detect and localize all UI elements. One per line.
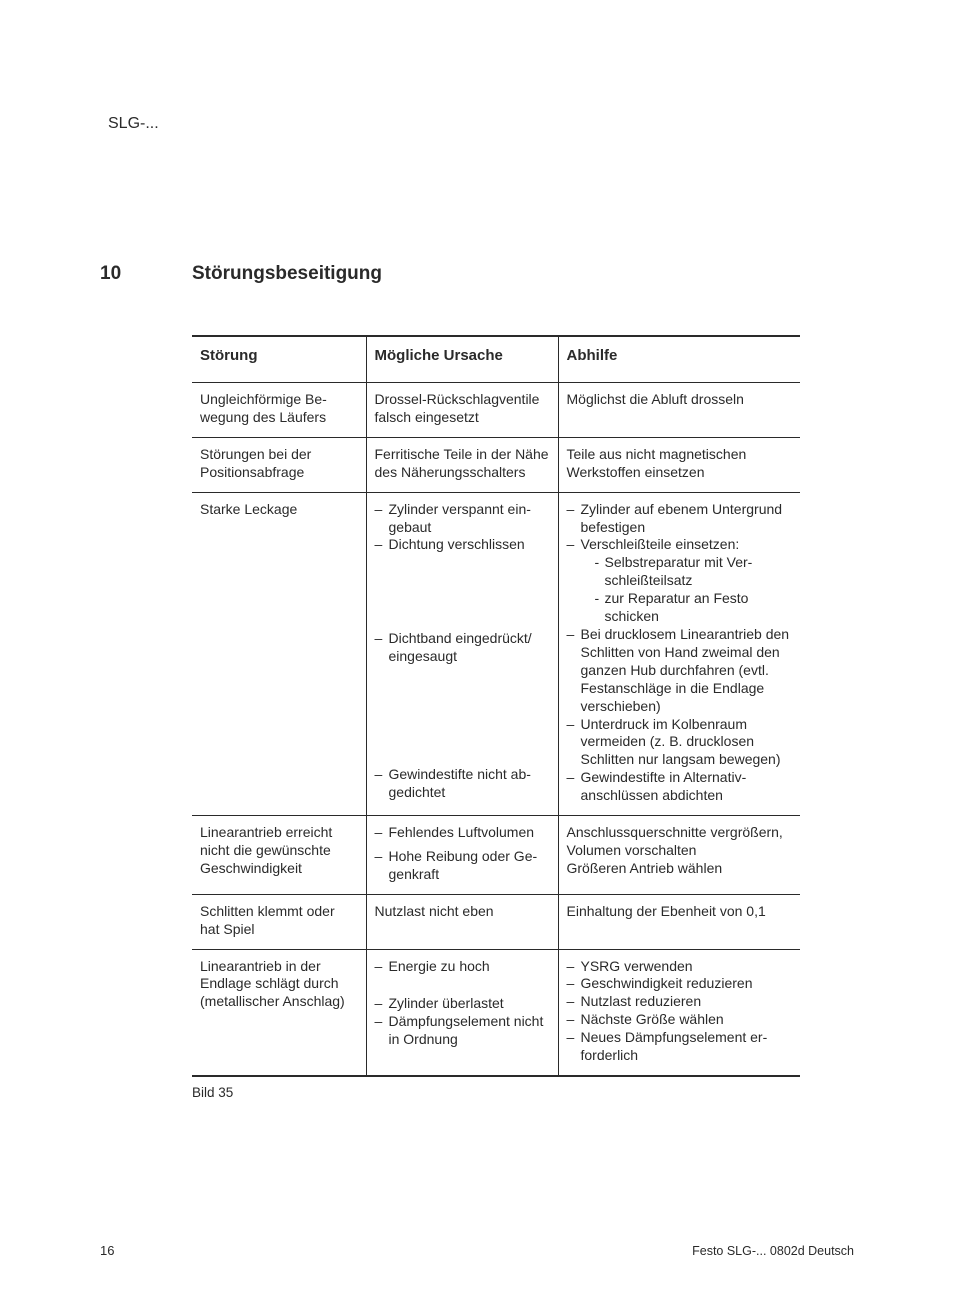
list-item: Zylinder auf ebenem Unter­grund befestig… bbox=[567, 501, 793, 537]
list-item: Nutzlast reduzieren bbox=[567, 993, 793, 1011]
cell-cause: Energie zu hoch Zylinder überlastet Dämp… bbox=[366, 949, 558, 1076]
table-header-row: Störung Mögliche Ursache Abhilfe bbox=[192, 336, 800, 383]
cell-cause: Zylinder verspannt ein­gebaut Dichtung v… bbox=[366, 492, 558, 815]
cell-fault: Schlitten klemmt oder hat Spiel bbox=[192, 894, 366, 949]
table-row: Schlitten klemmt oder hat Spiel Nutzlast… bbox=[192, 894, 800, 949]
cell-cause: Nutzlast nicht eben bbox=[366, 894, 558, 949]
cell-fault: Linearantrieb erreicht nicht die gewünsc… bbox=[192, 816, 366, 895]
cell-fault: Störungen bei der Positionsabfrage bbox=[192, 437, 366, 492]
running-header: SLG-... bbox=[108, 115, 854, 133]
list-item: Bei drucklosem Linearantrieb den Schlitt… bbox=[567, 626, 793, 716]
list-item: Dichtband eingedrückt/ eingesaugt bbox=[375, 630, 550, 666]
list-item: Zylinder überlastet bbox=[375, 995, 550, 1013]
troubleshooting-table: Störung Mögliche Ursache Abhilfe Ungleic… bbox=[192, 335, 800, 1077]
list-item: Dichtung verschlissen bbox=[375, 536, 550, 554]
cell-remedy: Anschlussquerschnitte vergrö­ßern, Volum… bbox=[558, 816, 800, 895]
section-heading: 10 Störungsbeseitigung bbox=[100, 263, 854, 285]
list-subitem: zur Reparatur an Festo schicken bbox=[595, 590, 793, 626]
table-row: Linearantrieb erreicht nicht die gewünsc… bbox=[192, 816, 800, 895]
list-item: Gewindestifte nicht ab­gedichtet bbox=[375, 766, 550, 802]
footer-right: Festo SLG-... 0802d Deutsch bbox=[692, 1244, 854, 1258]
table-row: Starke Leckage Zylinder verspannt ein­ge… bbox=[192, 492, 800, 815]
list-item: Gewindestifte in Alternativ­anschlüssen … bbox=[567, 769, 793, 805]
list-item: Geschwindigkeit reduzieren bbox=[567, 975, 793, 993]
list-item: Nächste Größe wählen bbox=[567, 1011, 793, 1029]
cell-remedy: YSRG verwenden Geschwindigkeit reduziere… bbox=[558, 949, 800, 1076]
table-row: Störungen bei der Positionsabfrage Ferri… bbox=[192, 437, 800, 492]
page: SLG-... 10 Störungsbeseitigung Störung M… bbox=[0, 0, 954, 1306]
cell-fault: Linearantrieb in der Endlage schlägt dur… bbox=[192, 949, 366, 1076]
troubleshooting-table-wrap: Störung Mögliche Ursache Abhilfe Ungleic… bbox=[192, 335, 854, 1077]
page-footer: 16 Festo SLG-... 0802d Deutsch bbox=[100, 1243, 854, 1258]
col-header-fault: Störung bbox=[192, 336, 366, 383]
col-header-remedy: Abhilfe bbox=[558, 336, 800, 383]
cell-remedy: Einhaltung der Ebenheit von 0,1 bbox=[558, 894, 800, 949]
table-row: Ungleichförmige Be­wegung des Läufers Dr… bbox=[192, 383, 800, 438]
cell-cause: Fehlendes Luftvolumen Hohe Reibung oder … bbox=[366, 816, 558, 895]
list-item: Dämpfungselement nicht in Ordnung bbox=[375, 1013, 550, 1049]
cell-remedy: Zylinder auf ebenem Unter­grund befestig… bbox=[558, 492, 800, 815]
list-subitem: Selbstreparatur mit Ver­schleißteilsatz bbox=[595, 554, 793, 590]
figure-caption: Bild 35 bbox=[192, 1085, 854, 1100]
section-title: Störungsbeseitigung bbox=[192, 263, 382, 285]
cell-cause: Ferritische Teile in der Nähe des Näheru… bbox=[366, 437, 558, 492]
cell-remedy: Teile aus nicht magnetischen Werkstoffen… bbox=[558, 437, 800, 492]
cell-fault: Ungleichförmige Be­wegung des Läufers bbox=[192, 383, 366, 438]
list-item: Neues Dämpfungselement er­forderlich bbox=[567, 1029, 793, 1065]
list-item: Unterdruck im Kolbenraum vermeiden (z. B… bbox=[567, 716, 793, 770]
section-number: 10 bbox=[100, 263, 192, 285]
list-item: Energie zu hoch bbox=[375, 958, 550, 976]
list-item: Verschleißteile einsetzen: Selbstreparat… bbox=[567, 536, 793, 626]
cell-remedy: Möglichst die Abluft drosseln bbox=[558, 383, 800, 438]
list-item: Hohe Reibung oder Ge­genkraft bbox=[375, 848, 550, 884]
col-header-cause: Mögliche Ursache bbox=[366, 336, 558, 383]
page-number: 16 bbox=[100, 1243, 114, 1258]
list-item: Zylinder verspannt ein­gebaut bbox=[375, 501, 550, 537]
cell-fault: Starke Leckage bbox=[192, 492, 366, 815]
list-item: Fehlendes Luftvolumen bbox=[375, 824, 550, 842]
table-row: Linearantrieb in der Endlage schlägt dur… bbox=[192, 949, 800, 1076]
cell-cause: Drossel-Rückschlagventile falsch eingese… bbox=[366, 383, 558, 438]
list-item: YSRG verwenden bbox=[567, 958, 793, 976]
